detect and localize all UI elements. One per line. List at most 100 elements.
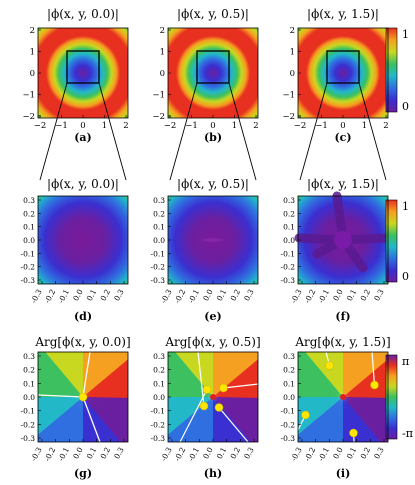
center-dot xyxy=(340,394,346,400)
x-tick-label: −2 xyxy=(164,121,177,131)
colorbar xyxy=(385,199,398,283)
y-tick-label: 1 xyxy=(30,48,35,58)
phase-sector xyxy=(212,397,221,442)
y-tick-label: 0.1 xyxy=(283,379,295,388)
y-tick-label: -0.3 xyxy=(151,434,166,443)
x-tick-label: 0.3 xyxy=(112,288,126,303)
phase-sector xyxy=(326,352,343,397)
y-tick-label: -0.3 xyxy=(151,276,166,285)
x-tick-label: −2 xyxy=(294,121,307,131)
zoom-box xyxy=(196,50,230,84)
x-tick-label: 0.1 xyxy=(215,288,229,303)
x-tick-label: −1 xyxy=(185,121,198,131)
phase-sector xyxy=(342,397,351,442)
x-tick-label: 0.0 xyxy=(331,446,345,461)
phase-sector xyxy=(298,388,343,397)
x-tick-label: 0.2 xyxy=(229,446,243,461)
y-tick-label: -0.2 xyxy=(281,263,296,272)
y-tick-label: -0.2 xyxy=(21,420,36,429)
phase-sector xyxy=(343,352,371,397)
panel-letter: (i) xyxy=(336,467,351,480)
y-tick-label: -0.1 xyxy=(151,249,165,258)
x-tick-label: 2 xyxy=(253,121,258,131)
branch-cut xyxy=(223,383,259,389)
phase-sector xyxy=(213,397,258,442)
heatmap-abs-full xyxy=(298,28,388,118)
x-tick-label: 0.2 xyxy=(359,446,373,461)
x-tick-label: -0.2 xyxy=(173,288,188,305)
y-tick-label: -0.1 xyxy=(21,407,35,416)
vortex-core xyxy=(370,380,379,390)
x-tick-label: 0.3 xyxy=(242,446,256,461)
zoom-connector xyxy=(39,82,68,181)
phase-sector xyxy=(83,352,111,397)
zoom-connector xyxy=(98,82,127,181)
heatmap-abs-zoom xyxy=(38,196,128,284)
panel-title: Arg[ϕ(x, y, 0.0)] xyxy=(34,335,130,349)
phase-sector xyxy=(298,396,343,405)
phase-sector xyxy=(213,397,230,442)
x-tick-label: -0.1 xyxy=(186,446,201,463)
y-tick-label: −1 xyxy=(22,91,35,101)
phase-sector xyxy=(38,397,83,414)
x-tick-label: -0.2 xyxy=(303,288,318,305)
branch-cut xyxy=(371,351,376,386)
x-tick-label: 0.3 xyxy=(242,288,256,303)
phase-sector xyxy=(213,389,258,398)
phase-sector xyxy=(38,396,83,405)
x-tick-label: 0.1 xyxy=(215,446,229,461)
x-tick-label: -0.1 xyxy=(316,288,331,305)
zoom-connector xyxy=(299,82,328,181)
y-tick-label: 0.0 xyxy=(153,236,165,245)
y-tick-label: 0 xyxy=(290,69,295,79)
panel-title: Arg[ϕ(x, y, 1.5)] xyxy=(294,335,390,349)
density-feature xyxy=(201,238,225,242)
zoom-connector xyxy=(169,82,198,181)
colorbar xyxy=(385,27,398,113)
x-tick-label: 0.1 xyxy=(85,446,99,461)
phase-sector xyxy=(83,389,128,398)
x-tick-label: 1 xyxy=(362,121,367,131)
panel-letter: (e) xyxy=(204,310,221,323)
x-tick-label: -0.3 xyxy=(159,288,174,305)
branch-cut xyxy=(179,389,208,443)
zoom-box xyxy=(326,50,360,84)
y-tick-label: -0.3 xyxy=(281,434,296,443)
y-tick-label: -0.2 xyxy=(281,420,296,429)
zoom-box xyxy=(66,50,100,84)
phase-sector xyxy=(343,397,388,406)
y-tick-label: 2 xyxy=(30,26,35,36)
phase-sector xyxy=(82,397,91,442)
phase-sector xyxy=(168,388,213,397)
y-tick-label: 0 xyxy=(160,69,165,79)
phase-sector xyxy=(205,352,214,397)
phase-sector xyxy=(83,397,128,425)
x-tick-label: 1 xyxy=(102,121,107,131)
phase-sector xyxy=(83,397,100,442)
phase-sector xyxy=(343,397,388,425)
x-tick-label: 0.0 xyxy=(331,288,345,303)
phase-sector xyxy=(213,397,258,425)
x-tick-label: 0.2 xyxy=(99,446,113,461)
x-tick-label: -0.2 xyxy=(303,446,318,463)
y-tick-label: −1 xyxy=(152,91,165,101)
x-tick-label: 0 xyxy=(80,121,85,131)
phase-sector xyxy=(74,397,83,442)
branch-cut xyxy=(82,351,91,398)
phase-sector xyxy=(45,352,83,397)
phase-sector xyxy=(213,397,258,406)
phase-sector xyxy=(343,397,388,442)
y-tick-label: 0.3 xyxy=(283,352,295,361)
vortex-core xyxy=(78,392,88,402)
panel-title: |ϕ(x, y, 0.5)| xyxy=(177,177,249,191)
phase-sector xyxy=(315,397,343,442)
x-tick-label: 0.2 xyxy=(229,288,243,303)
y-tick-label: 0.3 xyxy=(283,196,295,205)
panel-letter: (c) xyxy=(334,131,351,144)
y-tick-label: -0.2 xyxy=(151,420,166,429)
panel-letter: (d) xyxy=(74,310,92,323)
panel-letter: (f) xyxy=(335,310,350,323)
y-tick-label: 0.3 xyxy=(23,352,35,361)
y-tick-label: 0.2 xyxy=(23,366,35,375)
x-tick-label: -0.1 xyxy=(186,288,201,305)
